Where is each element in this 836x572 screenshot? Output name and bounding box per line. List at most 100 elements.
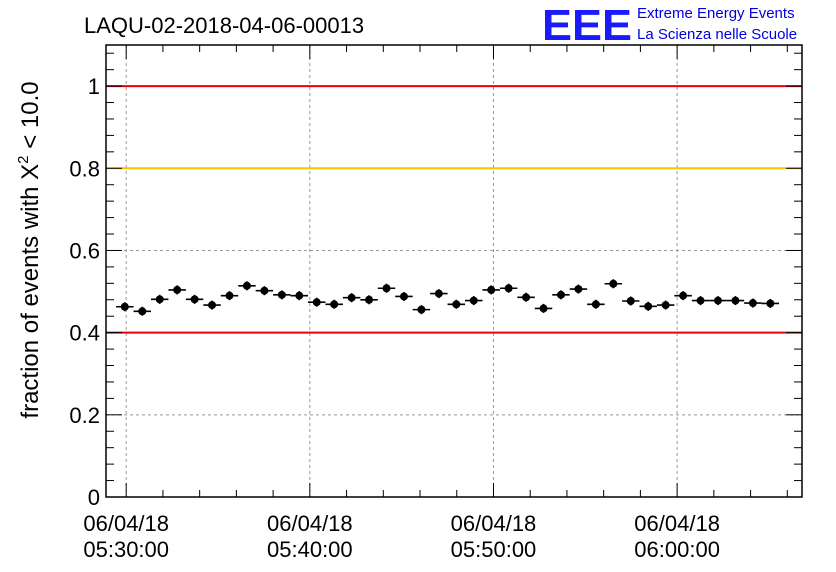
point-marker — [748, 299, 757, 308]
point-marker — [679, 291, 688, 300]
point-marker — [138, 307, 147, 316]
data-point — [569, 284, 588, 294]
y-tick-label: 0.2 — [69, 403, 100, 428]
data-point — [639, 301, 657, 311]
reference-lines — [106, 85, 802, 334]
data-point — [308, 297, 326, 307]
point-marker — [626, 296, 635, 305]
data-point — [116, 302, 134, 312]
y-axis-label: fraction of events with X2 < 10.0 — [15, 81, 44, 418]
point-marker — [173, 285, 182, 294]
x-tick-date: 06/04/18 — [451, 511, 537, 536]
data-points — [116, 279, 780, 316]
point-marker — [469, 296, 478, 305]
data-point — [325, 299, 343, 309]
eee-logo: EEE Extreme Energy Events La Scienza nel… — [542, 1, 797, 50]
point-marker — [225, 291, 234, 300]
point-marker — [452, 300, 461, 309]
data-point — [238, 281, 256, 291]
logo-line-2: La Scienza nelle Scuole — [637, 26, 797, 43]
x-tick-date: 06/04/18 — [83, 511, 169, 536]
chart-title: LAQU-02-2018-04-06-00013 — [84, 13, 364, 38]
data-point — [534, 303, 553, 313]
data-point — [395, 291, 413, 301]
tick-labels: 00.20.40.60.8106/04/1805:30:0006/04/1805… — [69, 74, 720, 562]
data-point — [499, 283, 518, 293]
data-point — [168, 285, 186, 295]
y-axis-label-superscript: 2 — [15, 155, 32, 163]
data-point — [761, 298, 780, 308]
data-point — [726, 296, 745, 306]
point-marker — [661, 301, 670, 310]
plot-frame — [105, 44, 803, 498]
point-marker — [731, 296, 740, 305]
data-point — [656, 300, 675, 310]
data-point — [412, 305, 431, 315]
point-marker — [539, 304, 548, 313]
y-tick-label: 0.6 — [69, 238, 100, 263]
data-point — [133, 306, 151, 316]
data-point — [709, 296, 727, 306]
point-marker — [208, 301, 217, 310]
point-marker — [556, 290, 565, 299]
point-marker — [591, 300, 600, 309]
point-marker — [277, 290, 286, 299]
data-point — [203, 300, 221, 310]
y-tick-label: 0 — [88, 485, 100, 510]
data-point — [674, 291, 692, 301]
data-point — [744, 298, 762, 308]
point-marker — [766, 299, 775, 308]
data-point — [255, 286, 274, 296]
x-tick-time: 06:00:00 — [634, 537, 720, 562]
x-tick-date: 06/04/18 — [267, 511, 353, 536]
data-point — [150, 294, 169, 304]
axis-ticks — [106, 45, 802, 498]
y-tick-label: 1 — [88, 74, 100, 99]
point-marker — [295, 291, 304, 300]
point-marker — [434, 289, 443, 298]
data-point — [377, 283, 396, 293]
logo-line-1: Extreme Energy Events — [637, 5, 795, 22]
data-point — [342, 293, 361, 303]
data-point — [360, 295, 378, 305]
data-point — [220, 291, 239, 301]
data-point — [185, 294, 204, 304]
y-axis-label-tail: < 10.0 — [17, 81, 44, 155]
data-point — [430, 289, 448, 299]
point-marker — [155, 295, 164, 304]
y-tick-label: 0.8 — [69, 156, 100, 181]
y-axis-label-main: fraction of events with X — [17, 164, 44, 419]
y-tick-label: 0.4 — [69, 321, 100, 346]
point-marker — [696, 296, 705, 305]
point-marker — [120, 302, 129, 311]
point-marker — [399, 292, 408, 301]
x-tick-time: 05:40:00 — [267, 537, 353, 562]
point-marker — [242, 281, 251, 290]
point-marker — [574, 285, 583, 294]
point-marker — [365, 295, 374, 304]
data-point — [273, 290, 291, 300]
point-marker — [522, 293, 531, 302]
point-marker — [487, 285, 496, 294]
point-marker — [330, 300, 339, 309]
point-marker — [312, 298, 321, 307]
point-marker — [504, 284, 513, 293]
point-marker — [260, 286, 269, 295]
data-point — [290, 291, 309, 301]
data-point — [691, 296, 710, 306]
x-tick-time: 05:50:00 — [451, 537, 537, 562]
point-marker — [347, 293, 356, 302]
point-marker — [713, 296, 722, 305]
grid-lines — [106, 45, 802, 497]
point-marker — [644, 302, 653, 311]
data-point — [447, 299, 466, 309]
data-point — [482, 285, 500, 295]
data-point — [604, 279, 623, 289]
data-point — [587, 299, 605, 309]
data-point — [465, 296, 483, 306]
point-marker — [609, 279, 618, 288]
data-point — [552, 290, 570, 300]
point-marker — [190, 295, 199, 304]
x-tick-time: 05:30:00 — [83, 537, 169, 562]
